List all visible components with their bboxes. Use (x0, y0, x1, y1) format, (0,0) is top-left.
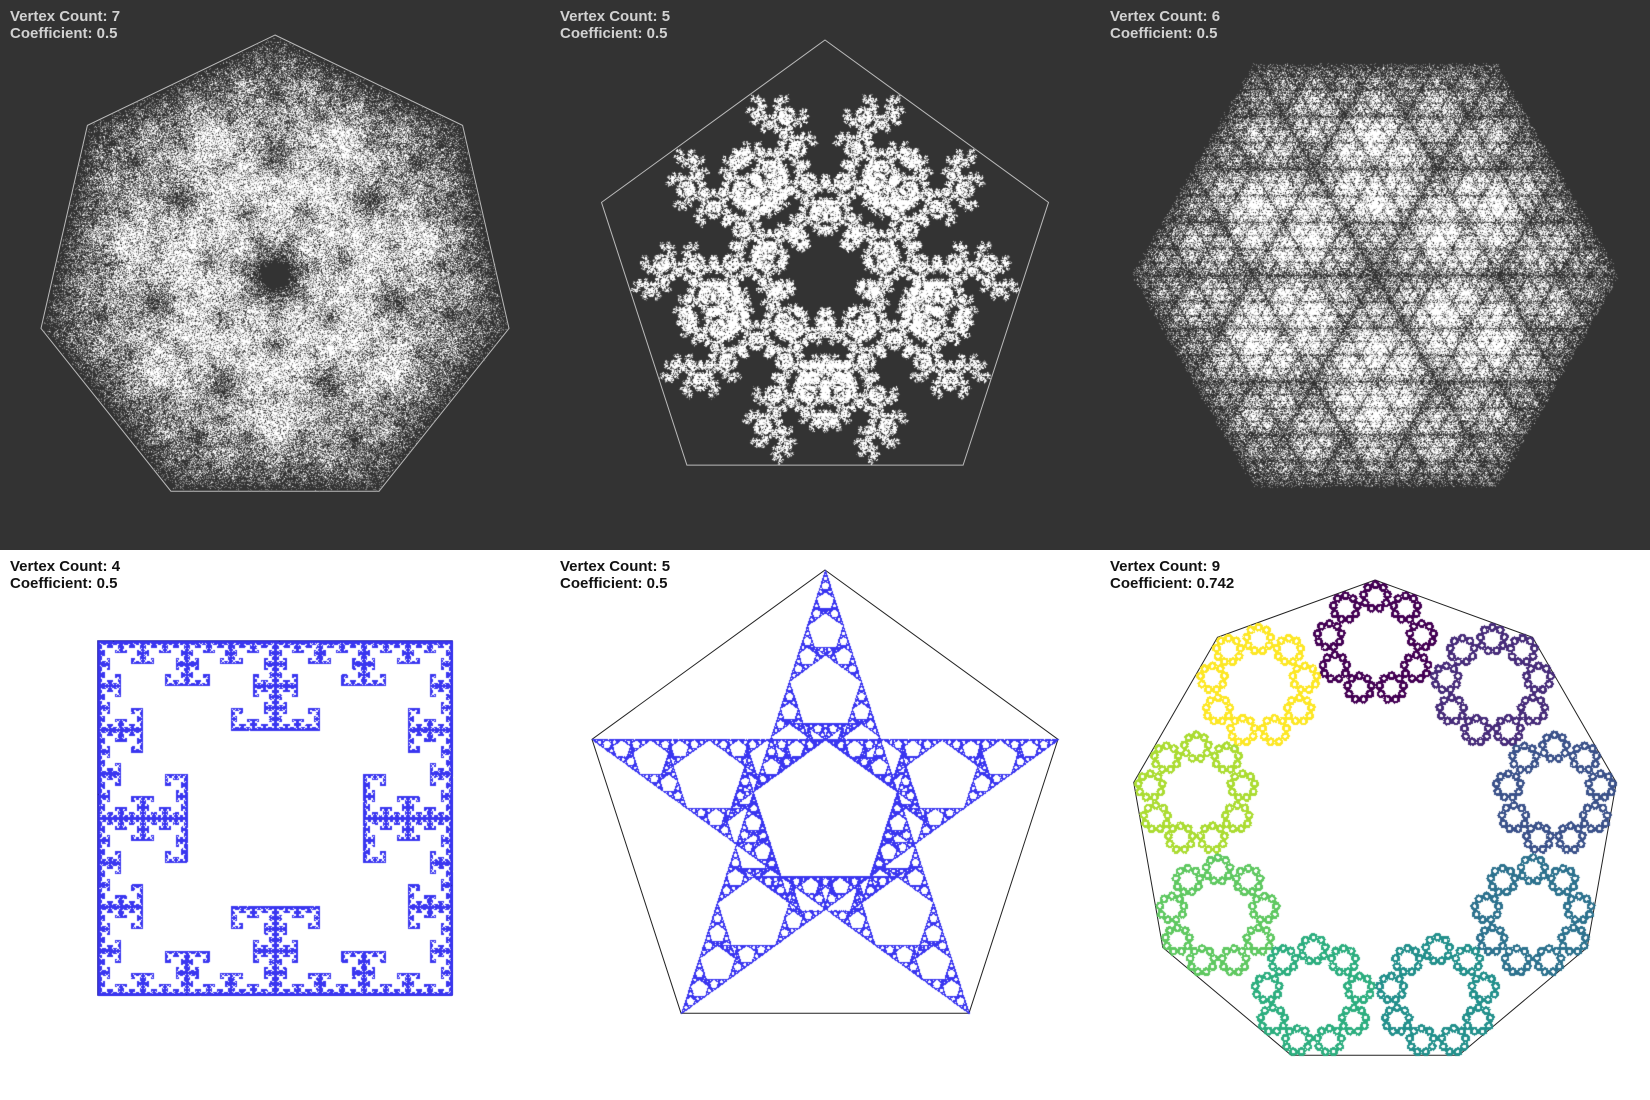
fractal-canvas (550, 0, 1100, 550)
panel-vertex-4: Vertex Count: 4 Coefficient: 0.5 (0, 550, 550, 1100)
vertex-count-label: Vertex Count: 7 (10, 8, 120, 25)
panel-vertex-5-light: Vertex Count: 5 Coefficient: 0.5 (550, 550, 1100, 1100)
panel-labels: Vertex Count: 9 Coefficient: 0.742 (1110, 558, 1234, 592)
panel-vertex-7: Vertex Count: 7 Coefficient: 0.5 (0, 0, 550, 550)
vertex-count-label: Vertex Count: 5 (560, 558, 670, 575)
fractal-canvas (550, 550, 1100, 1100)
coefficient-label: Coefficient: 0.5 (560, 575, 670, 592)
fractal-canvas (0, 550, 550, 1100)
panel-labels: Vertex Count: 5 Coefficient: 0.5 (560, 558, 670, 592)
fractal-canvas (1100, 0, 1650, 550)
coefficient-label: Coefficient: 0.742 (1110, 575, 1234, 592)
fractal-canvas (1100, 550, 1650, 1100)
coefficient-label: Coefficient: 0.5 (10, 25, 120, 42)
panel-labels: Vertex Count: 5 Coefficient: 0.5 (560, 8, 670, 42)
vertex-count-label: Vertex Count: 5 (560, 8, 670, 25)
coefficient-label: Coefficient: 0.5 (560, 25, 670, 42)
fractal-canvas (0, 0, 550, 550)
panel-labels: Vertex Count: 7 Coefficient: 0.5 (10, 8, 120, 42)
panel-labels: Vertex Count: 4 Coefficient: 0.5 (10, 558, 120, 592)
vertex-count-label: Vertex Count: 6 (1110, 8, 1220, 25)
coefficient-label: Coefficient: 0.5 (1110, 25, 1220, 42)
panel-vertex-6: Vertex Count: 6 Coefficient: 0.5 (1100, 0, 1650, 550)
panel-vertex-5-dark: Vertex Count: 5 Coefficient: 0.5 (550, 0, 1100, 550)
vertex-count-label: Vertex Count: 4 (10, 558, 120, 575)
panel-labels: Vertex Count: 6 Coefficient: 0.5 (1110, 8, 1220, 42)
panel-vertex-9: Vertex Count: 9 Coefficient: 0.742 (1100, 550, 1650, 1100)
vertex-count-label: Vertex Count: 9 (1110, 558, 1234, 575)
coefficient-label: Coefficient: 0.5 (10, 575, 120, 592)
